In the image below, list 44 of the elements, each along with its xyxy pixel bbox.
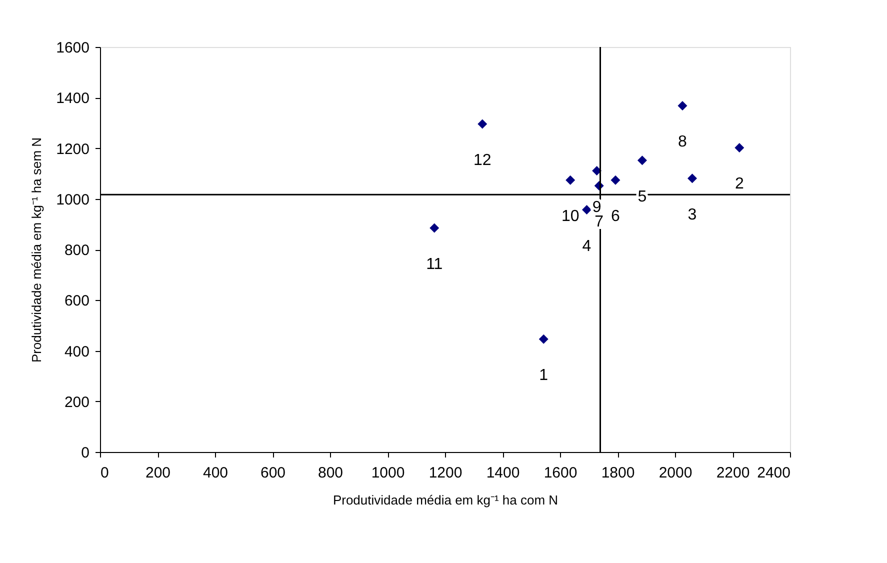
y-tick-label: 1200 <box>56 140 90 158</box>
annotation: 1 <box>539 367 548 384</box>
point <box>637 156 647 166</box>
annotation: 10 <box>561 208 580 226</box>
annotation: 2 <box>734 176 744 193</box>
y-tick-label: 800 <box>64 242 90 259</box>
point <box>582 205 592 214</box>
point <box>688 174 697 184</box>
x-tick-label: 2400 <box>757 464 790 482</box>
annotation: 6 <box>611 208 620 226</box>
point <box>566 175 576 185</box>
point <box>430 223 440 233</box>
y-tick-label: 0 <box>81 444 90 462</box>
point <box>478 119 488 129</box>
x-tick-label: 200 <box>145 464 171 482</box>
annotation: 12 <box>473 152 492 169</box>
x-tick-label: 1600 <box>544 464 578 482</box>
y-tick-label: 1400 <box>56 90 90 108</box>
point <box>734 143 744 152</box>
point <box>610 175 620 185</box>
point <box>678 100 688 110</box>
x-axis-title: Produtividade média em kg⁻¹ ha com N <box>332 492 558 508</box>
annotation: 8 <box>678 134 688 151</box>
y-tick-label: 1600 <box>56 40 90 56</box>
y-tick-label: 1000 <box>56 191 90 208</box>
y-axis-title: Produtividade média em kg⁻¹ ha sem N <box>29 137 44 363</box>
x-tick-label: 1000 <box>371 464 405 482</box>
x-tick-label: 0 <box>100 464 109 482</box>
x-tick-label: 1800 <box>601 464 635 482</box>
annotation: 4 <box>582 238 592 255</box>
x-tick-label: 400 <box>202 464 228 482</box>
x-tick-label: 1400 <box>486 464 520 482</box>
point <box>592 166 602 176</box>
x-tick-label: 600 <box>260 464 286 482</box>
x-tick-label: 2000 <box>658 464 692 482</box>
y-tick-label: 200 <box>64 394 90 411</box>
x-tick-label: 800 <box>318 464 344 482</box>
y-tick-label: 400 <box>64 343 90 360</box>
x-tick-label: 2200 <box>716 464 750 482</box>
annotation: 11 <box>426 256 443 273</box>
annotation: 3 <box>688 206 697 224</box>
y-tick-label: 600 <box>64 292 90 310</box>
x-tick-label: 1200 <box>428 464 462 482</box>
point <box>538 334 548 344</box>
